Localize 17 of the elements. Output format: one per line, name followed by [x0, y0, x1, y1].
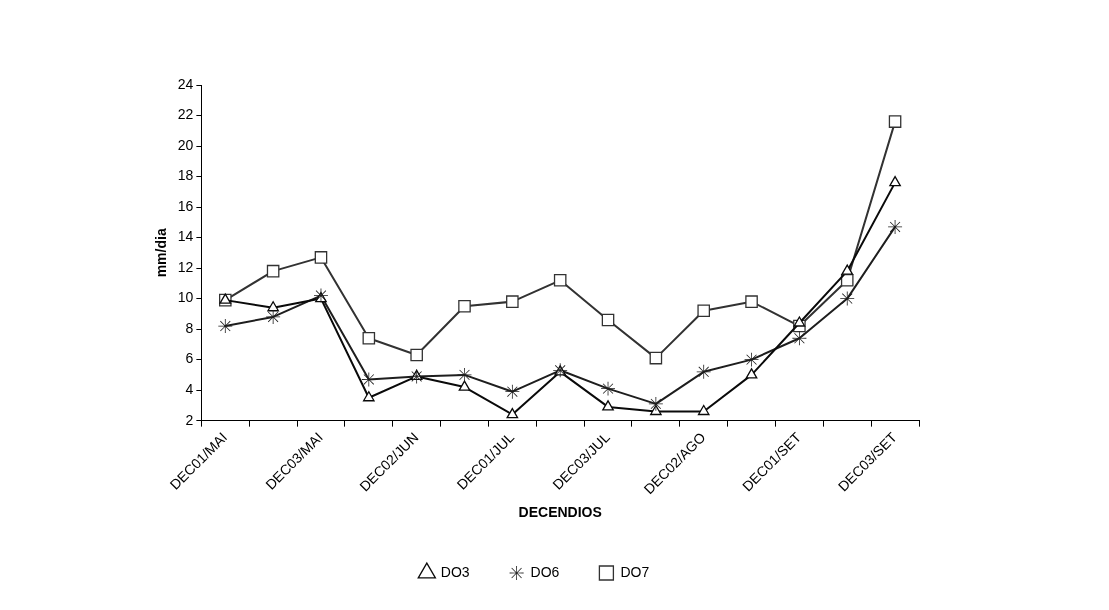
legend-label: DO7 [620, 563, 650, 580]
y-tick-label: 6 [185, 350, 194, 367]
y-tick-label: 12 [177, 258, 194, 275]
y-tick-label: 16 [177, 197, 194, 214]
y-tick-label: 2 [185, 411, 194, 428]
y-tick-label: 18 [177, 167, 194, 184]
y-tick-label: 20 [177, 136, 194, 153]
y-tick-label: 10 [177, 289, 194, 306]
y-tick-label: 24 [177, 75, 194, 92]
legend-label: DO3 [440, 563, 470, 580]
legend-label: DO6 [530, 563, 560, 580]
y-axis-title: mm/dia [153, 228, 170, 278]
y-tick-label: 8 [185, 319, 194, 336]
x-axis-title: DECENDIOS [518, 504, 602, 521]
y-tick-label: 22 [177, 106, 194, 123]
y-tick-label: 4 [185, 381, 194, 397]
y-tick-label: 14 [177, 228, 194, 245]
